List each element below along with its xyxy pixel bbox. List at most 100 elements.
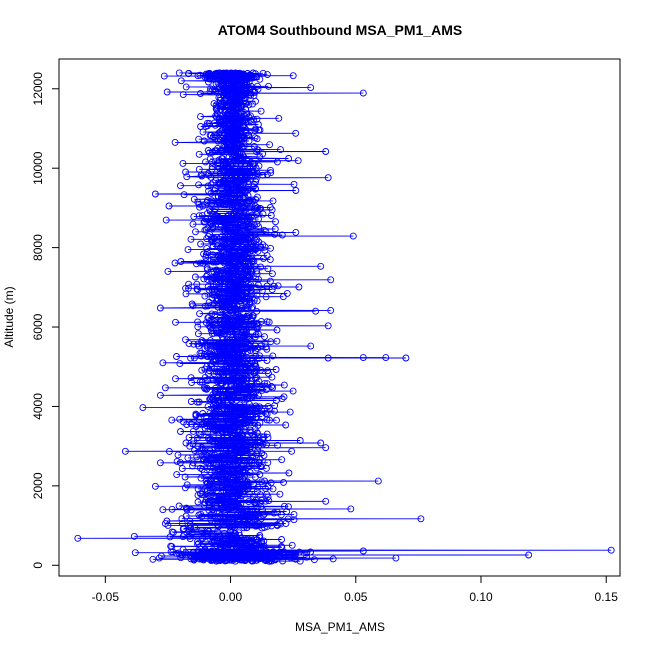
data-point: [324, 322, 332, 330]
x-axis-label: MSA_PM1_AMS: [295, 620, 385, 634]
data-point: [236, 230, 244, 238]
data-point: [212, 171, 220, 179]
data-point: [249, 160, 257, 167]
data-point: [257, 463, 265, 470]
data-point: [208, 451, 216, 459]
data-point: [253, 270, 261, 278]
data-point: [254, 146, 262, 154]
data-point: [224, 479, 232, 487]
data-point: [359, 89, 367, 97]
data-point: [230, 514, 238, 522]
data-point: [267, 166, 274, 174]
data-point: [187, 398, 195, 405]
data-point: [236, 401, 244, 409]
data-point: [392, 554, 400, 562]
x-tick-label: 0.05: [344, 590, 368, 604]
data-point: [213, 69, 221, 77]
data-point: [292, 129, 300, 137]
data-point: [284, 503, 292, 511]
data-point: [192, 410, 200, 418]
data-point: [261, 510, 268, 518]
data-point: [277, 542, 285, 550]
data-point: [242, 206, 249, 214]
data-point: [252, 388, 260, 396]
data-point: [230, 196, 237, 204]
data-point: [210, 409, 218, 417]
data-point: [208, 310, 216, 318]
data-point: [203, 271, 211, 279]
data-point: [173, 353, 180, 360]
data-point: [198, 349, 206, 357]
data-point: [226, 427, 234, 435]
data-point: [263, 71, 271, 79]
data-point: [155, 554, 163, 562]
data-point: [130, 532, 138, 540]
data-point: [219, 387, 227, 395]
data-point: [198, 172, 206, 180]
data-point: [209, 255, 217, 263]
data-point: [253, 508, 261, 516]
data-point: [173, 471, 181, 479]
data-point: [195, 181, 203, 189]
data-point: [218, 193, 226, 201]
data-point: [178, 465, 186, 473]
data-point: [182, 439, 190, 447]
data-point: [280, 478, 287, 486]
data-point: [182, 168, 190, 176]
data-point: [231, 69, 239, 77]
data-point: [222, 300, 230, 308]
data-point: [256, 455, 264, 463]
data-point: [230, 344, 238, 352]
data-point: [238, 432, 246, 440]
data-point: [187, 374, 195, 382]
data-point: [266, 141, 274, 149]
data-point: [417, 515, 425, 523]
x-tick-label: -0.05: [92, 590, 120, 604]
data-point: [227, 69, 235, 77]
data-point: [236, 477, 244, 485]
data-point: [252, 267, 260, 275]
data-point: [222, 237, 230, 245]
data-point: [261, 477, 269, 485]
data-point: [255, 126, 263, 134]
data-point: [172, 318, 179, 326]
data-point: [206, 337, 214, 345]
data-point: [177, 182, 184, 190]
data-point: [256, 532, 264, 539]
data-point: [275, 114, 283, 122]
data-point: [189, 220, 197, 228]
data-point: [317, 439, 325, 447]
data-point: [192, 228, 199, 236]
data-point: [260, 537, 268, 545]
data-point: [294, 157, 302, 165]
data-point: [213, 389, 220, 397]
data-point: [156, 459, 164, 467]
data-point: [172, 375, 179, 383]
data-point: [215, 214, 223, 222]
data-point: [258, 287, 266, 295]
data-point: [185, 284, 192, 292]
data-point: [273, 416, 280, 424]
data-point: [234, 392, 242, 399]
data-point: [203, 264, 211, 272]
data-point: [196, 378, 204, 386]
data-point: [175, 502, 183, 510]
data-point: [242, 304, 249, 312]
data-point: [247, 535, 255, 543]
data-point: [225, 372, 233, 380]
data-point: [282, 421, 290, 429]
data-point: [261, 333, 268, 341]
data-point: [292, 187, 300, 194]
data-point: [260, 226, 268, 234]
data-point: [257, 515, 265, 523]
data-point: [219, 418, 227, 426]
data-point: [204, 434, 212, 442]
data-point: [324, 174, 332, 182]
data-point: [223, 224, 231, 232]
data-point: [254, 330, 262, 338]
data-point: [272, 218, 279, 226]
data-point: [237, 404, 245, 412]
data-point: [267, 169, 275, 177]
data-point: [253, 236, 261, 244]
data-point: [252, 185, 259, 192]
